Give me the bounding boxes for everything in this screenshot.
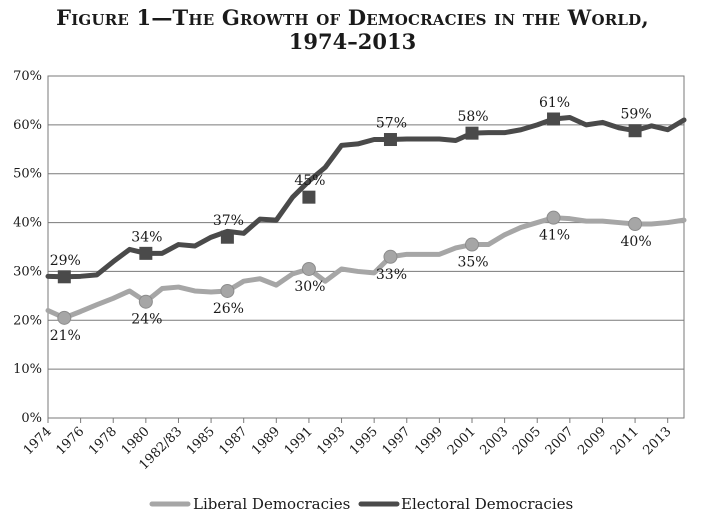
data-point-liberal — [220, 283, 235, 298]
data-point-electoral — [465, 126, 479, 140]
x-tick-label: 2005 — [510, 424, 544, 458]
data-label: 26% — [213, 301, 244, 317]
x-tick-label: 1985 — [184, 424, 218, 458]
data-point-liberal — [138, 294, 153, 309]
data-point-electoral — [302, 190, 316, 204]
data-point-electoral — [220, 230, 234, 244]
x-tick-label: 1999 — [412, 424, 446, 458]
x-tick-label: 1989 — [249, 424, 283, 458]
data-label: 30% — [294, 279, 325, 295]
data-point-electoral — [547, 112, 561, 126]
y-tick-label: 30% — [13, 264, 42, 279]
y-tick-label: 0% — [21, 411, 42, 426]
x-tick-label: 2009 — [575, 424, 609, 458]
data-point-liberal — [546, 210, 561, 225]
data-label: 37% — [213, 213, 244, 229]
x-tick-label: 1997 — [380, 424, 414, 458]
data-label: 33% — [376, 267, 407, 283]
x-tick-label: 2001 — [445, 424, 479, 458]
x-tick-label: 1987 — [217, 424, 251, 458]
x-tick-label: 1991 — [282, 424, 316, 458]
data-label: 21% — [50, 328, 81, 344]
y-tick-label: 70% — [13, 69, 42, 84]
chart-title-line1: Figure 1—The Growth of Democracies in th… — [56, 5, 649, 30]
x-tick-label: 2013 — [641, 424, 675, 458]
data-point-electoral — [383, 133, 397, 147]
data-label: 41% — [539, 228, 570, 244]
data-point-liberal — [465, 237, 479, 252]
data-label: 34% — [131, 229, 162, 245]
data-label: 45% — [294, 173, 325, 189]
data-label: 57% — [376, 116, 407, 132]
data-label: 59% — [621, 107, 652, 123]
x-tick-label: 1974 — [21, 424, 55, 458]
data-label: 40% — [621, 234, 652, 250]
legend-label: Electoral Democracies — [401, 495, 573, 513]
data-point-electoral — [139, 246, 153, 260]
x-tick-label: 2003 — [477, 424, 511, 458]
y-tick-label: 40% — [13, 216, 42, 231]
data-label: 24% — [131, 312, 162, 328]
data-point-liberal — [57, 310, 72, 325]
chart-title: Figure 1—The Growth of Democracies in th… — [0, 6, 705, 54]
data-label: 29% — [50, 253, 81, 269]
y-tick-label: 10% — [13, 362, 42, 377]
x-tick-label: 1978 — [86, 424, 120, 458]
x-tick-label: 2007 — [543, 424, 577, 458]
data-label: 35% — [457, 255, 488, 271]
chart-subtitle: 1974–2013 — [288, 29, 417, 54]
x-tick-label: 1995 — [347, 424, 381, 458]
y-tick-label: 50% — [13, 167, 42, 182]
series-line-electoral — [45, 115, 687, 280]
data-point-liberal — [301, 261, 316, 276]
data-point-liberal — [383, 249, 398, 264]
data-point-electoral — [57, 270, 71, 284]
data-label: 61% — [539, 95, 570, 111]
x-tick-label: 1993 — [314, 424, 348, 458]
data-point-electoral — [628, 124, 642, 138]
data-label: 58% — [457, 109, 488, 125]
plot-frame — [47, 75, 685, 419]
y-tick-label: 20% — [13, 313, 42, 328]
x-tick-label: 1976 — [53, 424, 87, 458]
x-tick-label: 2011 — [608, 424, 642, 458]
data-point-liberal — [628, 217, 643, 232]
legend-label: Liberal Democracies — [193, 495, 350, 513]
y-tick-label: 60% — [13, 118, 42, 133]
series-line-liberal — [45, 215, 687, 321]
